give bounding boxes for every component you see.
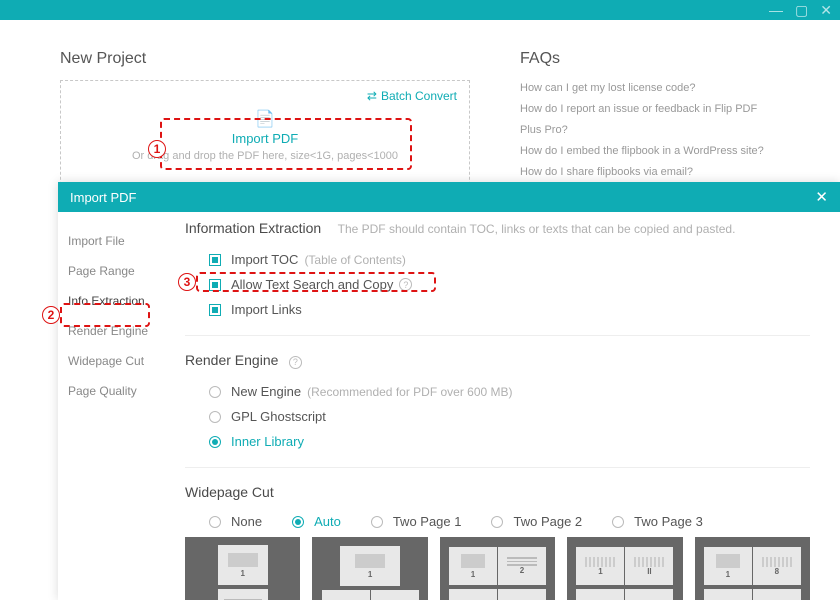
thumb-two1[interactable]: 12 bbox=[440, 537, 555, 600]
widepage-thumbs: 1 2 1 12 1II 18 bbox=[185, 537, 810, 600]
import-pdf-modal: Import PDF ✕ Import File Page Range Info… bbox=[58, 182, 840, 600]
help-icon[interactable]: ? bbox=[399, 278, 412, 291]
sidebar-item-info-extraction[interactable]: Info Extraction bbox=[58, 286, 173, 316]
import-hint: Or drag and drop the PDF here, size<1G, … bbox=[73, 150, 457, 162]
modal-title: Import PDF bbox=[70, 190, 136, 205]
faqs-title: FAQs bbox=[520, 50, 780, 68]
divider bbox=[185, 467, 810, 468]
restore-icon[interactable]: ▢ bbox=[795, 3, 808, 17]
checkbox-icon[interactable] bbox=[209, 304, 221, 316]
batch-convert-link[interactable]: Batch Convert bbox=[367, 89, 457, 103]
opt-import-links[interactable]: Import Links bbox=[209, 302, 810, 317]
faq-item[interactable]: How can I get my lost license code? bbox=[520, 78, 780, 99]
modal-content: Information Extraction The PDF should co… bbox=[173, 212, 840, 600]
opt-import-toc[interactable]: Import TOC (Table of Contents) bbox=[209, 252, 810, 267]
radio-icon[interactable] bbox=[209, 436, 221, 448]
info-extraction-hint: The PDF should contain TOC, links or tex… bbox=[338, 222, 736, 236]
faq-item[interactable]: How do I share flipbooks via email? bbox=[520, 162, 780, 183]
close-window-icon[interactable]: ✕ bbox=[820, 3, 832, 17]
faq-item[interactable]: How do I embed the flipbook in a WordPre… bbox=[520, 141, 780, 162]
thumb-two2[interactable]: 1II bbox=[567, 537, 682, 600]
widepage-options: None Auto Two Page 1 Two Page 2 Two Page… bbox=[209, 514, 810, 529]
opt-gpl[interactable]: GPL Ghostscript bbox=[209, 409, 810, 424]
radio-icon[interactable] bbox=[209, 411, 221, 423]
render-engine-title: Render Engine bbox=[185, 352, 278, 368]
callout-3-num: 3 bbox=[178, 273, 196, 291]
callout-1-num: 1 bbox=[148, 140, 166, 158]
checkbox-icon[interactable] bbox=[209, 279, 221, 291]
sidebar-item-page-range[interactable]: Page Range bbox=[58, 256, 173, 286]
minimize-icon[interactable]: — bbox=[769, 3, 783, 17]
wide-opt-two1[interactable]: Two Page 1 bbox=[371, 514, 462, 529]
wide-opt-two3[interactable]: Two Page 3 bbox=[612, 514, 703, 529]
wide-opt-none[interactable]: None bbox=[209, 514, 262, 529]
opt-allow-text-search[interactable]: Allow Text Search and Copy ? bbox=[209, 277, 810, 292]
checkbox-icon[interactable] bbox=[209, 254, 221, 266]
sidebar-item-import-file[interactable]: Import File bbox=[58, 226, 173, 256]
faq-item[interactable]: How do I report an issue or feedback in … bbox=[520, 99, 780, 141]
widepage-cut-title: Widepage Cut bbox=[185, 484, 274, 500]
window-titlebar: — ▢ ✕ bbox=[0, 0, 840, 20]
sidebar-item-widepage-cut[interactable]: Widepage Cut bbox=[58, 346, 173, 376]
thumb-none[interactable]: 1 2 bbox=[185, 537, 300, 600]
modal-header: Import PDF ✕ bbox=[58, 182, 840, 212]
modal-sidebar: Import File Page Range Info Extraction R… bbox=[58, 212, 173, 600]
pdf-icon: 📄 bbox=[73, 109, 457, 129]
radio-icon[interactable] bbox=[209, 386, 221, 398]
import-drop-zone[interactable]: Batch Convert 📄 Import PDF Or drag and d… bbox=[60, 80, 470, 190]
help-icon[interactable]: ? bbox=[289, 356, 302, 369]
info-extraction-title: Information Extraction bbox=[185, 220, 321, 236]
opt-inner-library[interactable]: Inner Library bbox=[209, 434, 810, 449]
wide-opt-auto[interactable]: Auto bbox=[292, 514, 341, 529]
modal-close-icon[interactable]: ✕ bbox=[815, 188, 828, 206]
thumb-auto[interactable]: 1 bbox=[312, 537, 427, 600]
sidebar-item-page-quality[interactable]: Page Quality bbox=[58, 376, 173, 406]
new-project-title: New Project bbox=[60, 50, 470, 68]
callout-2-num: 2 bbox=[42, 306, 60, 324]
import-pdf-label: Import PDF bbox=[73, 131, 457, 146]
divider bbox=[185, 335, 810, 336]
wide-opt-two2[interactable]: Two Page 2 bbox=[491, 514, 582, 529]
sidebar-item-render-engine[interactable]: Render Engine bbox=[58, 316, 173, 346]
thumb-two3[interactable]: 18 bbox=[695, 537, 810, 600]
opt-new-engine[interactable]: New Engine (Recommended for PDF over 600… bbox=[209, 384, 810, 399]
